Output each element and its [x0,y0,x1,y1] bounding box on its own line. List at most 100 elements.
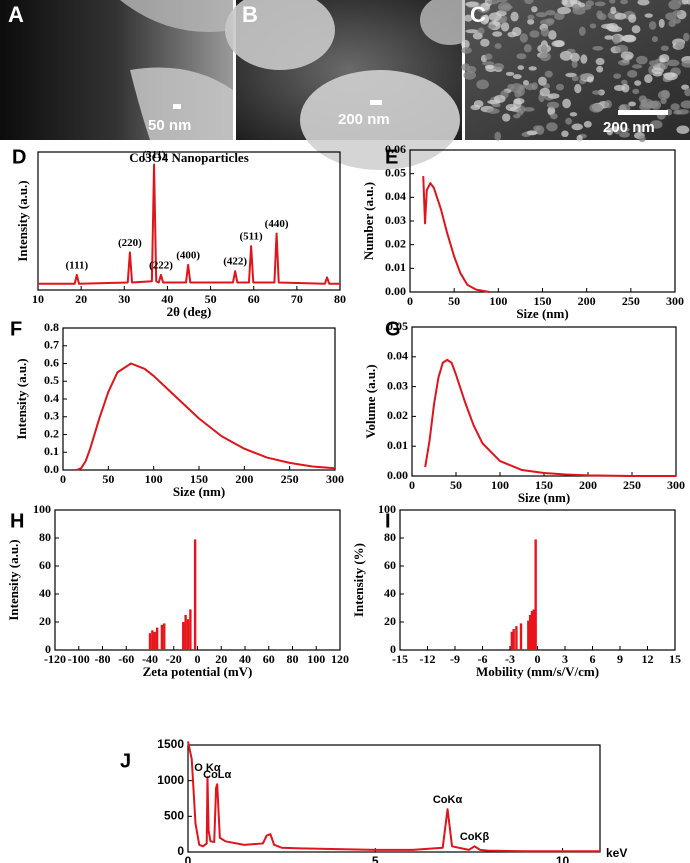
y-tick-label: 0.04 [385,189,406,203]
y-tick-label: 0 [390,642,396,656]
x-tick-label: -100 [68,652,90,666]
grain [570,52,580,63]
bar [184,615,187,650]
grain [497,2,512,12]
y-tick-label: 0.00 [385,284,406,298]
bar [148,633,152,650]
x-tick-label: 250 [623,478,641,492]
grain [492,63,505,71]
x-tick-label: 300 [667,478,685,492]
x-tick-label: 100 [145,472,163,486]
annotation: (222) [149,259,173,271]
grain [551,40,565,48]
grain [465,29,479,34]
grain [482,61,495,66]
grain [673,110,683,115]
bar [186,619,190,650]
grain [651,67,664,74]
grain [648,21,657,30]
grain [505,71,515,76]
grain [540,27,550,37]
y-axis-label: Intensity (%) [351,543,366,617]
grain [604,100,612,109]
plot-frame [399,509,676,651]
grain [644,13,653,18]
grain [510,83,524,93]
grain [512,27,522,37]
bar [160,624,164,650]
bar [515,626,518,650]
grain [660,45,669,51]
grain [612,34,620,45]
grain [574,83,582,94]
x-axis-label: Size (nm) [173,484,225,499]
bar [155,627,159,650]
y-tick-label: 0.00 [387,468,408,482]
grain [617,59,630,66]
x-tick-label: 3 [562,652,568,666]
grain [627,69,638,78]
panel-label: I [385,510,391,532]
bar [530,610,534,650]
annotation: (111) [66,259,89,271]
grain [493,95,506,103]
y-tick-label: 20 [39,614,51,628]
grain [611,126,618,132]
grain [676,125,690,135]
annotation: (220) [118,237,142,249]
bar [528,615,532,650]
grain [522,80,529,86]
x-tick-label: 60 [248,292,260,306]
x-tick-label: 50 [450,478,462,492]
grain [585,0,595,7]
y-tick-label: 0.01 [385,260,406,274]
bar [519,623,523,650]
x-tick-label: 10 [556,854,570,863]
grain [610,6,617,15]
y-axis-label: Intensity (a.u.) [15,180,30,261]
grain [592,46,604,51]
panel-label: F [10,318,22,340]
data-line [422,175,490,293]
grain [514,90,522,98]
grain [572,7,586,15]
grain [557,6,571,15]
grain [539,87,551,97]
grain [476,79,490,90]
x-tick-label: -40 [142,652,158,666]
x-tick-label: 20 [215,652,227,666]
x-tick-label: 0 [195,652,201,666]
x-tick-label: 50 [102,472,114,486]
grain [513,74,522,80]
y-tick-label: 0.05 [385,165,406,179]
grain [598,13,607,21]
grain [545,9,556,16]
x-tick-label: 5 [372,854,379,863]
grain [498,17,507,24]
y-tick-label: 0.1 [44,444,59,458]
y-tick-label: 500 [164,809,184,823]
y-tick-label: 0.02 [385,236,406,250]
y-tick-label: 0.06 [385,142,406,156]
grain [636,124,644,134]
grain [540,44,548,54]
annotation: CoLα [203,769,231,781]
bar [510,631,514,650]
y-tick-label: 0.3 [44,409,59,423]
y-tick-label: 0 [45,642,51,656]
grain [535,12,548,18]
x-tick-label: 200 [578,294,596,308]
x-tick-label: 200 [235,472,253,486]
grain [465,1,479,7]
image-label: C [470,2,486,27]
grain [591,90,602,95]
x-tick-label: 70 [291,292,303,306]
x-tick-label: 100 [307,652,325,666]
grain [580,54,588,64]
grain [472,32,483,40]
grain [615,44,629,54]
x-tick-label: 0 [185,854,192,863]
grain [527,18,535,25]
grain [480,38,490,47]
x-tick-label: 250 [281,472,299,486]
